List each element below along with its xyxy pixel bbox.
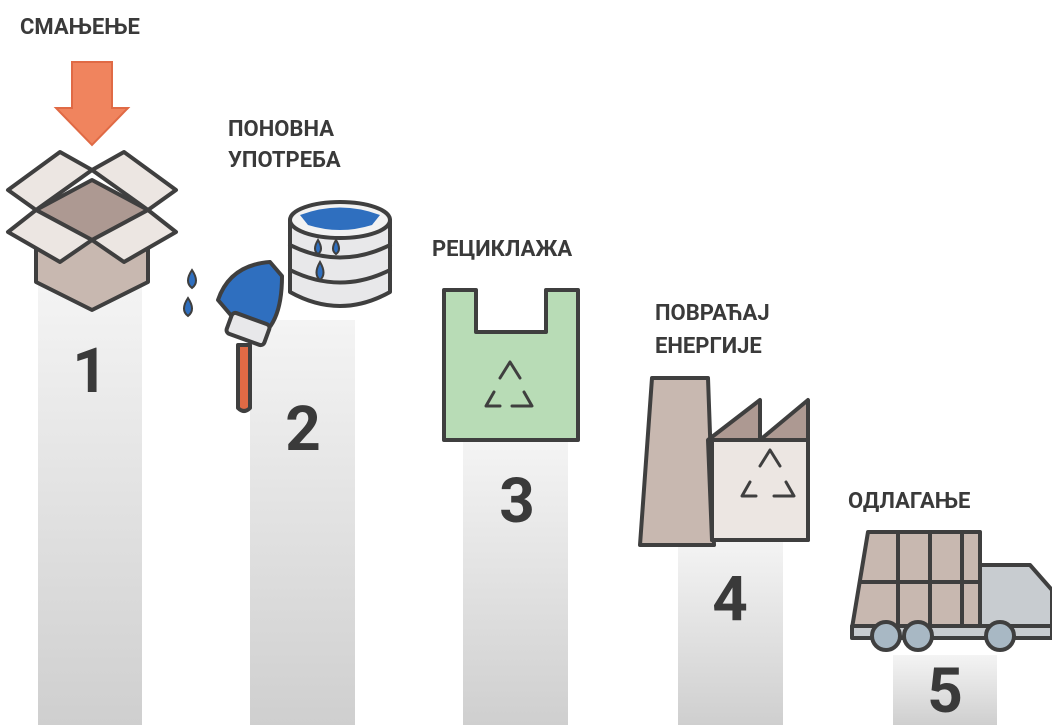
step-number: 4 [712,563,748,636]
step-number: 2 [285,393,321,466]
step-number: 1 [72,335,108,408]
bag-icon [444,290,578,440]
step-label: СМАЊЕЊЕ [20,15,140,40]
box-icon [8,62,176,310]
step-label: ПОВРАЋАЈ [655,301,770,326]
step-number: 3 [499,465,535,538]
truck-icon [852,532,1052,650]
column [250,320,355,725]
step-label: ЕНЕРГИЈЕ [655,334,762,359]
step-label: РЕЦИКЛАЖА [432,237,572,262]
factory-icon [640,378,808,545]
infographic: СМАЊЕЊЕ ПОНОВНА УПОТРЕБА РЕЦИКЛАЖА ПОВРА… [0,0,1052,725]
step-label: ПОНОВНА [228,117,334,142]
page: {"steps": [ {"label": ["СМАЊЕЊЕ"], "numb… [0,0,1052,725]
step-label: УПОТРЕБА [228,148,341,173]
step-label: ОДЛАГАЊЕ [848,489,970,514]
step-number: 5 [927,655,963,725]
